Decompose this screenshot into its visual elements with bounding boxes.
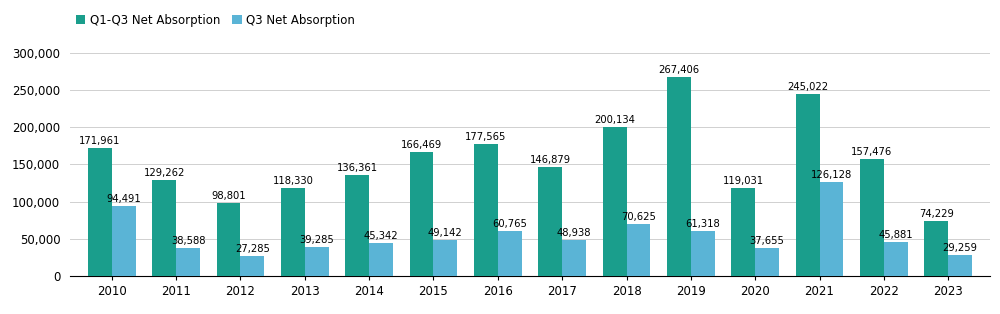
Text: 74,229: 74,229 — [919, 209, 954, 219]
Bar — [603, 127, 627, 276]
Legend: Q1-Q3 Net Absorption, Q3 Net Absorption: Q1-Q3 Net Absorption, Q3 Net Absorption — [76, 14, 355, 27]
Bar — [820, 182, 843, 276]
Text: 171,961: 171,961 — [79, 136, 121, 146]
Bar — [731, 187, 755, 276]
Text: 157,476: 157,476 — [851, 147, 893, 157]
Bar — [924, 221, 948, 276]
Text: 38,588: 38,588 — [171, 236, 205, 246]
Text: 98,801: 98,801 — [211, 191, 246, 201]
Text: 37,655: 37,655 — [750, 236, 785, 246]
Text: 129,262: 129,262 — [144, 168, 185, 178]
Bar — [562, 240, 586, 276]
Text: 29,259: 29,259 — [943, 243, 978, 253]
Bar — [948, 255, 972, 276]
Bar — [884, 242, 908, 276]
Text: 61,318: 61,318 — [685, 219, 720, 229]
Bar — [796, 94, 820, 276]
Bar — [498, 231, 522, 276]
Bar — [88, 148, 112, 276]
Bar — [369, 242, 393, 276]
Text: 49,142: 49,142 — [428, 228, 463, 238]
Bar — [217, 203, 240, 276]
Text: 200,134: 200,134 — [594, 115, 635, 125]
Bar — [755, 248, 779, 276]
Bar — [152, 180, 176, 276]
Text: 39,285: 39,285 — [299, 235, 334, 245]
Text: 166,469: 166,469 — [401, 140, 442, 150]
Text: 267,406: 267,406 — [658, 65, 699, 75]
Bar — [410, 152, 433, 276]
Text: 27,285: 27,285 — [235, 244, 270, 254]
Bar — [240, 256, 264, 276]
Text: 119,031: 119,031 — [723, 176, 764, 186]
Bar — [691, 230, 715, 276]
Bar — [176, 247, 200, 276]
Text: 45,342: 45,342 — [364, 231, 398, 241]
Bar — [305, 247, 329, 276]
Bar — [112, 206, 136, 276]
Bar — [474, 144, 498, 276]
Text: 126,128: 126,128 — [811, 171, 852, 181]
Text: 118,330: 118,330 — [272, 176, 313, 186]
Bar — [627, 224, 650, 276]
Text: 146,879: 146,879 — [530, 155, 571, 165]
Text: 70,625: 70,625 — [621, 212, 656, 222]
Bar — [281, 188, 305, 276]
Bar — [667, 77, 691, 276]
Text: 245,022: 245,022 — [787, 82, 828, 92]
Text: 45,881: 45,881 — [878, 230, 913, 240]
Text: 177,565: 177,565 — [465, 132, 507, 142]
Bar — [538, 167, 562, 276]
Text: 60,765: 60,765 — [492, 219, 527, 229]
Bar — [345, 175, 369, 276]
Text: 94,491: 94,491 — [106, 194, 141, 204]
Bar — [860, 159, 884, 276]
Text: 136,361: 136,361 — [337, 163, 378, 173]
Bar — [433, 240, 457, 276]
Text: 48,938: 48,938 — [557, 228, 591, 238]
